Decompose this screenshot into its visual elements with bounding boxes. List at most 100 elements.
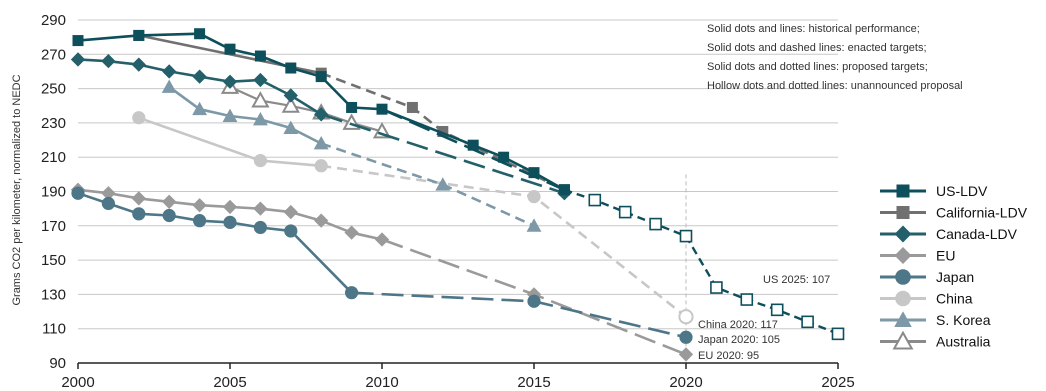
x-tick-label: 2015 [517, 374, 550, 391]
legend-swatch-marker [895, 290, 911, 307]
legend-swatch-marker [892, 330, 914, 350]
data-point [253, 201, 268, 216]
data-point [526, 218, 542, 232]
data-point [314, 107, 329, 122]
legend-swatch-marker [894, 247, 912, 264]
data-point [740, 293, 754, 306]
data-point [70, 52, 86, 67]
legend-item: Australia [880, 330, 991, 350]
y-tick-label: 170 [41, 218, 66, 235]
series-s-korea [161, 79, 542, 232]
data-point [710, 281, 723, 294]
y-tick-label: 210 [41, 149, 66, 166]
data-point [344, 225, 359, 240]
data-point [374, 232, 390, 247]
legend-swatch-marker [895, 269, 911, 285]
data-point [283, 204, 298, 220]
data-point [498, 151, 510, 163]
annotation-label: US 2025: 107 [763, 274, 830, 286]
data-point [283, 88, 298, 103]
data-point [223, 215, 237, 229]
x-tick-label: 2010 [365, 374, 398, 391]
data-point [649, 217, 662, 231]
series-history-line [77, 188, 383, 241]
data-point [679, 330, 693, 344]
x-tick-label: 2025 [821, 374, 854, 391]
annotations: US 2025: 107 China 2020: 117 Japan 2020: 1… [698, 274, 830, 362]
y-tick-label: 110 [42, 321, 66, 338]
data-point [284, 224, 298, 238]
legend-item: US-LDV [880, 183, 988, 199]
legend-item: S. Korea [880, 311, 991, 328]
data-point [222, 74, 238, 89]
legend-label: S. Korea [936, 312, 991, 328]
series-layer [70, 28, 845, 362]
legend-item: California-LDV [880, 205, 1028, 221]
legend-swatch-marker [896, 206, 910, 219]
data-point [527, 190, 541, 204]
data-point [162, 64, 177, 79]
data-point [131, 191, 146, 206]
legend-item: Canada-LDV [880, 225, 1018, 243]
data-point [254, 50, 266, 62]
series-history-line [77, 191, 353, 294]
series-china [132, 111, 694, 325]
data-point [345, 286, 359, 300]
y-axis-label: Grams CO2 per kilometer, normalized to N… [11, 74, 23, 305]
data-point [679, 229, 693, 243]
data-point [406, 101, 418, 113]
data-point [71, 186, 85, 200]
axes: 90 110 130 150 170 190 210 230 250 270 290 2000 2005… [41, 12, 855, 391]
legend-swatch-marker [894, 225, 912, 243]
data-point [101, 196, 115, 211]
data-point [101, 186, 116, 201]
data-point [435, 177, 451, 191]
data-point [253, 72, 268, 88]
data-point [131, 57, 146, 72]
legend-item: EU [880, 247, 955, 264]
annotation-label: Japan 2020: 105 [698, 334, 780, 346]
data-point [101, 54, 116, 69]
data-point [801, 315, 814, 329]
data-point [467, 139, 479, 151]
legend-note-line: Solid dots and lines: historical perform… [707, 23, 920, 35]
data-point [192, 101, 208, 116]
data-point [192, 198, 207, 213]
legend-swatch-marker [894, 311, 912, 328]
data-point [162, 194, 177, 209]
data-point [193, 214, 207, 228]
series-us-ldv [72, 28, 845, 341]
series-target-line [564, 188, 839, 335]
data-point [224, 43, 236, 55]
data-point [314, 159, 328, 173]
data-point [527, 294, 541, 308]
data-point [618, 205, 632, 219]
legend-label: US-LDV [936, 183, 988, 199]
annotation-label: EU 2020: 95 [698, 350, 759, 362]
x-tick-label: 2000 [61, 374, 94, 391]
data-point [315, 71, 327, 83]
data-point [437, 125, 449, 137]
legend-label: Canada-LDV [936, 226, 1018, 242]
data-point [678, 309, 694, 325]
data-point [281, 96, 300, 113]
data-point [161, 79, 177, 93]
legend-note-line: Solid dots and dotted lines: proposed ta… [707, 61, 928, 73]
data-point [222, 108, 238, 122]
data-point [72, 35, 84, 47]
data-point [346, 101, 358, 113]
data-point [253, 154, 267, 168]
series-projection-line [320, 71, 565, 191]
legend-label: Australia [936, 334, 991, 350]
x-tick-label: 2020 [669, 374, 702, 391]
legend-note-line: Hollow dots and dotted lines: unannounce… [707, 80, 963, 92]
data-point [253, 220, 267, 235]
legend-label: EU [936, 248, 955, 264]
data-point [192, 69, 207, 84]
data-point [376, 103, 388, 115]
data-point [283, 120, 299, 134]
legend-label: California-LDV [936, 205, 1028, 221]
data-point [678, 347, 694, 362]
data-point [528, 167, 540, 179]
